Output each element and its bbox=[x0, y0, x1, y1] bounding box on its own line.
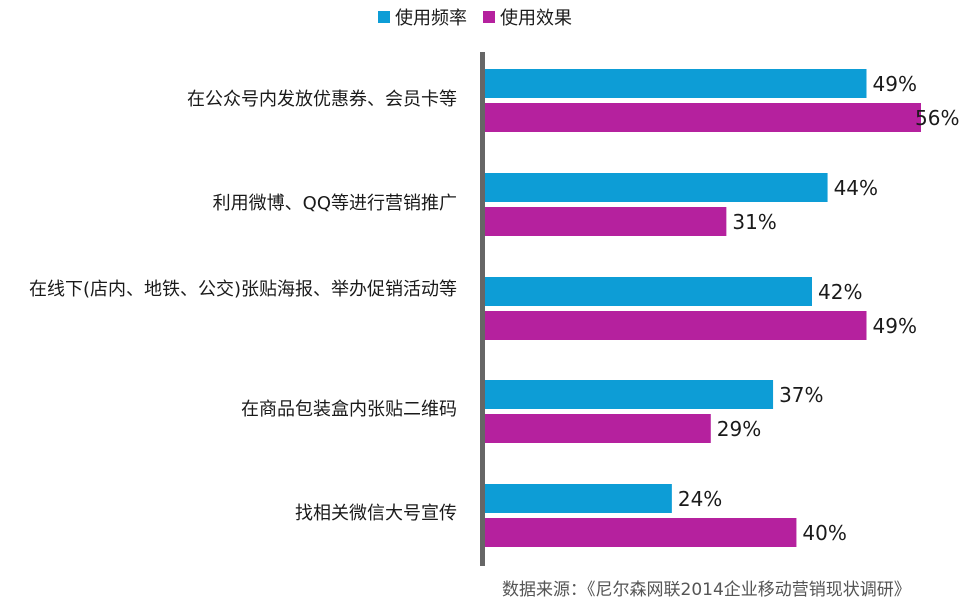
data-label-series1-cat1: 49% bbox=[873, 72, 917, 96]
category-label-wechat-kol: 找相关微信大号宣传 bbox=[295, 503, 457, 524]
bar-series2-cat3 bbox=[485, 311, 867, 340]
data-label-series1-cat5: 24% bbox=[678, 487, 722, 511]
data-label-series1-cat4: 37% bbox=[779, 383, 823, 407]
legend-swatch-effect bbox=[483, 11, 495, 23]
data-label-series2-cat1: 56% bbox=[915, 106, 959, 130]
bar-series2-cat1 bbox=[485, 103, 921, 132]
bar-series1-cat1 bbox=[485, 69, 867, 98]
data-label-series2-cat3: 49% bbox=[873, 314, 917, 338]
bar-series1-cat4 bbox=[485, 380, 774, 409]
legend-swatch-frequency bbox=[378, 11, 390, 23]
legend-item-effect: 使用效果 bbox=[483, 4, 572, 30]
legend: 使用频率 使用效果 bbox=[378, 4, 588, 30]
category-label-weibo-qq: 利用微博、QQ等进行营销推广 bbox=[212, 193, 457, 214]
bar-series1-cat5 bbox=[485, 484, 672, 513]
legend-item-frequency: 使用频率 bbox=[378, 4, 467, 30]
source-note: 数据来源：《尼尔森网联2014企业移动营销现状调研》 bbox=[502, 580, 911, 600]
legend-label-frequency: 使用频率 bbox=[395, 8, 467, 29]
category-label-packaging-qr: 在商品包装盒内张贴二维码 bbox=[241, 399, 457, 420]
bar-series2-cat4 bbox=[485, 414, 711, 443]
data-label-series2-cat4: 29% bbox=[717, 417, 761, 441]
data-label-series1-cat3: 42% bbox=[818, 280, 862, 304]
category-label-coupons: 在公众号内发放优惠券、会员卡等 bbox=[187, 89, 457, 110]
category-axis-line bbox=[480, 52, 485, 566]
bar-series2-cat2 bbox=[485, 207, 727, 236]
bar-series1-cat3 bbox=[485, 277, 812, 306]
category-label-offline-posters: 在线下(店内、地铁、公交)张贴海报、举办促销活动等 bbox=[28, 279, 457, 300]
legend-label-effect: 使用效果 bbox=[500, 8, 572, 29]
bar-series2-cat5 bbox=[485, 518, 797, 547]
data-label-series1-cat2: 44% bbox=[834, 176, 878, 200]
bar-series1-cat2 bbox=[485, 173, 828, 202]
data-label-series2-cat2: 31% bbox=[732, 210, 776, 234]
data-label-series2-cat5: 40% bbox=[802, 521, 846, 545]
